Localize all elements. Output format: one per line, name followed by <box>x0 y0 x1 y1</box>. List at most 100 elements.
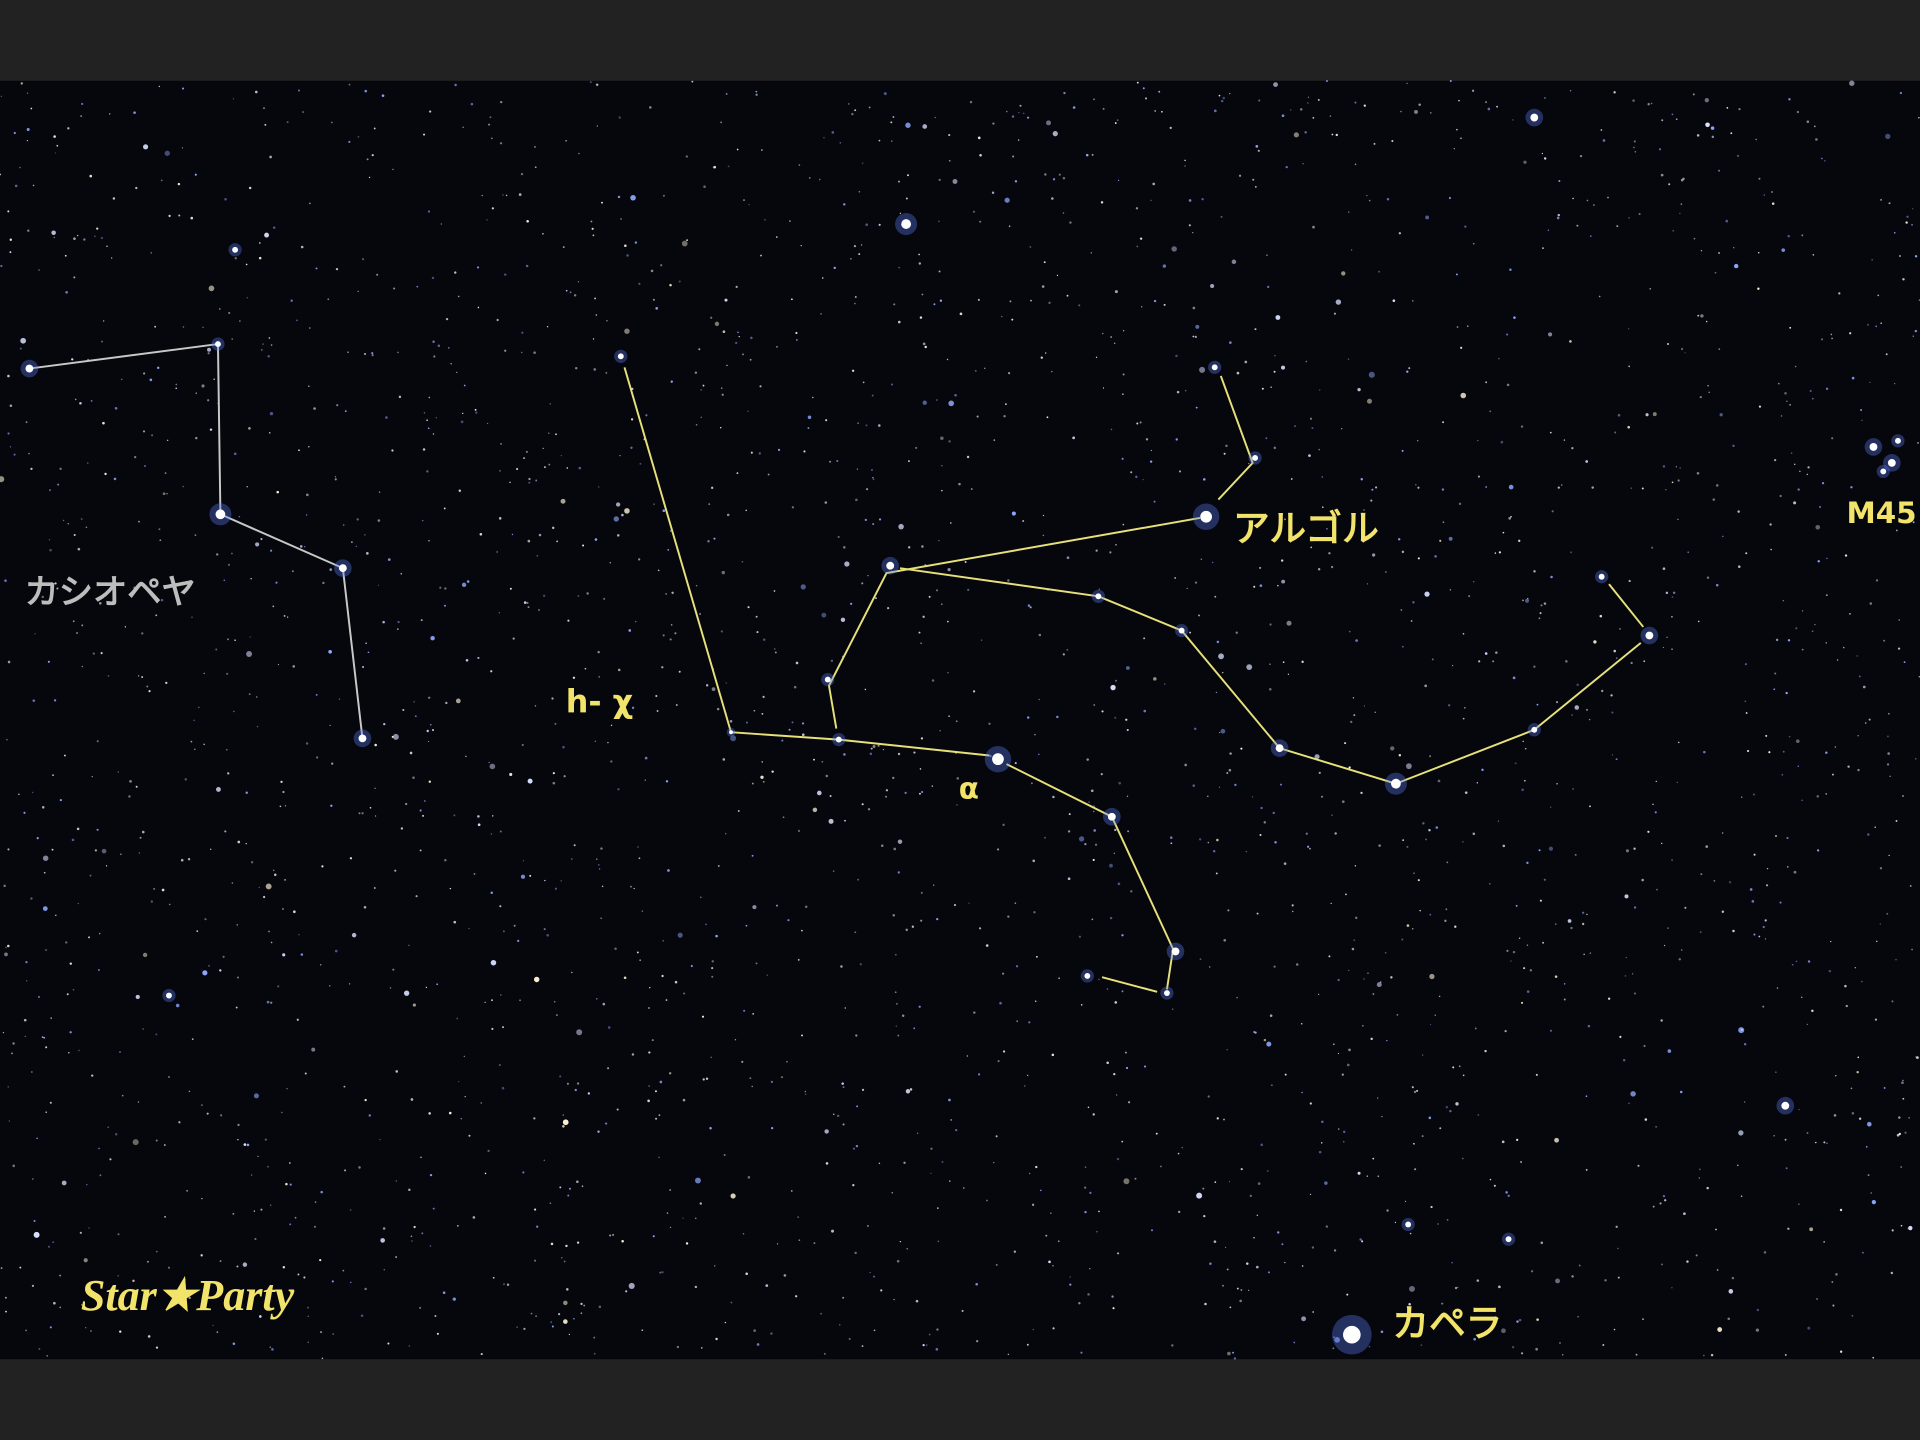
star <box>1041 285 1045 288</box>
star <box>630 418 634 421</box>
star <box>1112 1307 1115 1310</box>
star <box>1214 595 1217 598</box>
star <box>582 544 585 547</box>
star <box>711 975 714 978</box>
star <box>1529 969 1533 972</box>
star <box>110 257 113 259</box>
star <box>831 131 835 134</box>
star <box>1775 638 1779 642</box>
star <box>134 455 137 459</box>
star <box>411 1240 413 1242</box>
star <box>743 199 745 201</box>
star <box>1672 229 1675 232</box>
star <box>898 180 900 183</box>
star <box>1655 780 1657 782</box>
star <box>563 1300 568 1306</box>
star <box>1135 475 1138 478</box>
star <box>389 987 392 989</box>
star <box>368 1114 372 1117</box>
logo: Star★Party <box>81 1271 295 1320</box>
star <box>714 1265 716 1267</box>
bright-stars <box>20 108 1905 1355</box>
star <box>1254 328 1257 331</box>
star <box>392 968 395 971</box>
star <box>1839 1350 1843 1353</box>
star <box>1442 421 1445 424</box>
star <box>837 535 840 538</box>
star <box>1270 1084 1273 1087</box>
star <box>31 1284 35 1287</box>
star <box>1045 1234 1048 1237</box>
star <box>1246 1262 1249 1265</box>
star <box>575 366 578 370</box>
star <box>239 320 241 322</box>
star <box>298 934 300 936</box>
star <box>775 236 778 238</box>
star <box>829 795 832 798</box>
star <box>477 823 481 827</box>
star <box>270 1001 273 1004</box>
star <box>151 434 154 437</box>
star <box>1633 847 1636 850</box>
star <box>1869 602 1873 605</box>
star <box>55 914 57 916</box>
star <box>1901 1081 1904 1085</box>
star <box>468 927 470 930</box>
star <box>1091 153 1094 156</box>
star <box>1428 829 1431 832</box>
star <box>425 986 428 989</box>
star <box>773 590 776 592</box>
star <box>701 1015 705 1018</box>
star <box>137 675 140 677</box>
star <box>843 753 846 756</box>
star <box>1647 103 1650 106</box>
star <box>331 762 334 765</box>
star <box>1613 649 1617 653</box>
star <box>89 174 93 178</box>
star <box>936 917 939 921</box>
star <box>551 697 554 700</box>
star <box>422 448 426 451</box>
star <box>522 1171 525 1174</box>
star <box>1586 913 1588 915</box>
star <box>1671 596 1674 598</box>
star <box>1607 196 1609 199</box>
star <box>1270 386 1272 389</box>
star <box>1698 1168 1701 1171</box>
star <box>552 526 555 530</box>
star <box>979 220 982 223</box>
star <box>364 534 366 536</box>
star <box>45 1046 48 1049</box>
star <box>113 477 117 481</box>
star <box>842 1123 845 1126</box>
star <box>65 941 68 944</box>
star <box>1705 122 1710 128</box>
star <box>988 722 991 725</box>
star <box>1014 902 1017 904</box>
star <box>1372 993 1375 995</box>
star <box>1351 947 1355 951</box>
star <box>1825 387 1829 390</box>
star <box>109 1158 112 1161</box>
star <box>1417 879 1420 882</box>
star <box>42 855 49 861</box>
star <box>1445 1106 1449 1109</box>
star <box>1857 768 1860 772</box>
star <box>1663 944 1666 947</box>
star <box>907 546 911 549</box>
star <box>237 976 240 979</box>
star <box>1113 342 1116 345</box>
star <box>1348 1048 1351 1052</box>
star <box>88 1227 90 1229</box>
star <box>1277 1231 1280 1234</box>
star <box>4 952 8 957</box>
star <box>245 791 248 794</box>
star <box>619 454 621 457</box>
star <box>383 1269 385 1271</box>
star <box>1027 1074 1029 1076</box>
star <box>1704 97 1709 103</box>
star <box>1125 718 1128 721</box>
star <box>1918 675 1920 678</box>
star <box>897 1034 900 1037</box>
star <box>150 900 153 903</box>
